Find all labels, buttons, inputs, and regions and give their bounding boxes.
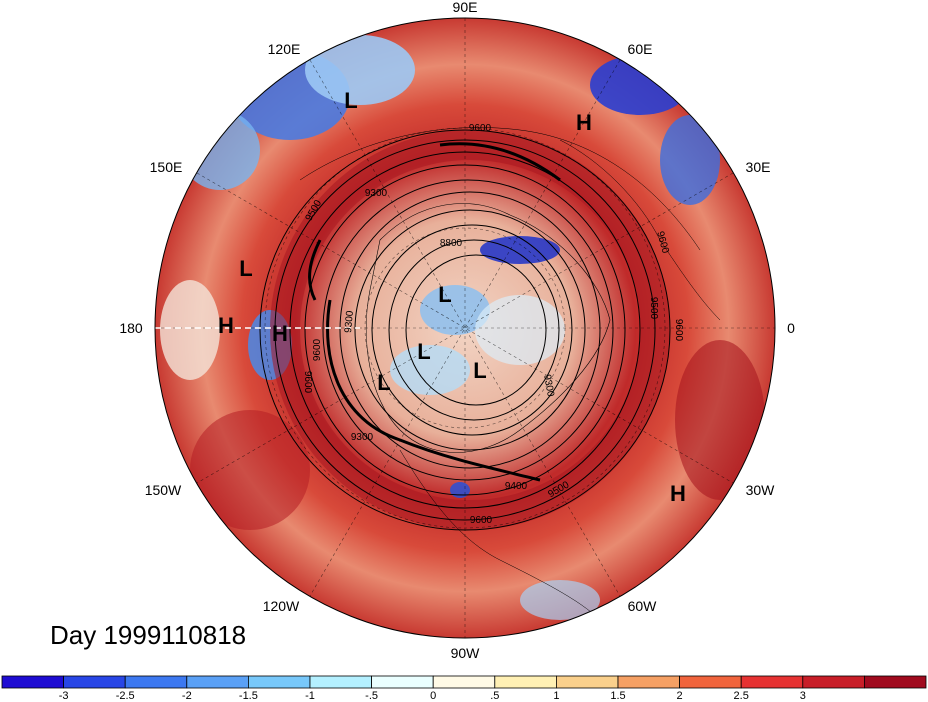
lon-label: 150W (145, 482, 182, 498)
pressure-center: H (670, 481, 686, 506)
contour-label: 9300 (541, 374, 556, 398)
colorbar-tick-label: 3 (800, 690, 806, 702)
colorbar (1, 675, 927, 689)
colorbar-swatch (309, 675, 372, 689)
contour-label: 9300 (365, 188, 388, 199)
contour-label: 9600 (470, 515, 493, 526)
contour-label: 9500 (648, 297, 659, 320)
lon-label: 60W (628, 598, 658, 614)
lon-label: 30E (746, 159, 771, 175)
colorbar-tick-label: -1 (305, 690, 315, 702)
anomaly-field (155, 18, 775, 638)
colorbar-swatch (124, 675, 188, 689)
lon-label: 90W (451, 645, 481, 661)
colorbar-swatch (864, 675, 927, 689)
colorbar-swatch (432, 675, 496, 689)
pressure-center: L (473, 358, 486, 383)
colorbar-swatch (556, 675, 619, 689)
pressure-center: L (438, 282, 451, 307)
map-boundary (154, 17, 776, 639)
colorbar-tick-label: 0 (430, 690, 436, 702)
colorbar-labels: -3 -2.5 -2 -1.5 -1 -.5 0 .5 1 1.5 2 2.5 3 (59, 690, 806, 702)
pressure-center: H (576, 110, 592, 135)
pressure-center: L (417, 339, 430, 364)
colorbar-swatch (679, 675, 742, 689)
pressure-center: H (218, 313, 234, 338)
lon-label: 150E (150, 159, 183, 175)
colorbar-swatch (494, 675, 557, 689)
colorbar-tick-label: -2 (182, 690, 192, 702)
colorbar-swatch (371, 675, 434, 689)
contour-label: 9600 (673, 319, 684, 342)
contour-label: 9300 (343, 310, 356, 334)
colorbar-swatch (186, 675, 249, 689)
pressure-center: L (344, 88, 357, 113)
colorbar-tick-label: -.5 (365, 690, 378, 702)
lon-label: 120E (268, 41, 301, 57)
colorbar-swatch (63, 675, 126, 689)
colorbar-tick-label: 2.5 (734, 690, 749, 702)
contour-label: 9300 (351, 432, 374, 443)
day-title: Day 1999110818 (50, 620, 247, 650)
pressure-center: L (377, 370, 390, 395)
colorbar-tick-label: .5 (490, 690, 499, 702)
colorbar-tick-label: -1.5 (239, 690, 258, 702)
contour-label: 9600 (469, 123, 492, 134)
lon-label: 30W (746, 482, 776, 498)
colorbar-tick-label: 1 (553, 690, 559, 702)
colorbar-tick-label: -2.5 (116, 690, 135, 702)
contour-label: 9600 (312, 338, 323, 361)
colorbar-tick-label: -3 (59, 690, 69, 702)
lon-label: 90E (453, 0, 478, 15)
colorbar-swatch (1, 675, 64, 689)
contour-label: 9400 (505, 481, 528, 492)
colorbar-tick-label: 1.5 (610, 690, 625, 702)
lon-label: 60E (628, 41, 653, 57)
lon-label: 0 (787, 320, 795, 336)
lon-label: 180 (119, 320, 143, 336)
pressure-center: H (272, 321, 288, 346)
colorbar-swatch (740, 675, 804, 689)
colorbar-swatch (247, 675, 311, 689)
colorbar-swatch (617, 675, 680, 689)
contour-label: 9600 (302, 371, 313, 394)
colorbar-swatch (802, 675, 865, 689)
pressure-center: L (239, 256, 252, 281)
contour-label: 8800 (440, 238, 463, 249)
colorbar-tick-label: 2 (677, 690, 683, 702)
lon-label: 120W (263, 598, 300, 614)
